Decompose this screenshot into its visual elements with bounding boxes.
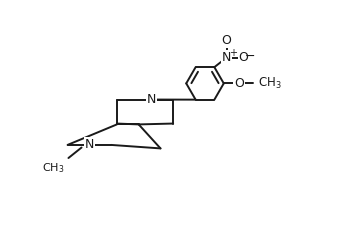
Text: O: O xyxy=(234,77,244,90)
Text: CH$_3$: CH$_3$ xyxy=(258,76,282,91)
Text: −: − xyxy=(244,50,255,63)
Text: N: N xyxy=(222,51,231,64)
Text: O: O xyxy=(222,34,232,48)
Text: N: N xyxy=(147,93,156,106)
Text: N: N xyxy=(85,139,94,151)
Text: O: O xyxy=(238,51,248,64)
Text: CH$_3$: CH$_3$ xyxy=(42,161,65,175)
Text: +: + xyxy=(229,48,237,58)
